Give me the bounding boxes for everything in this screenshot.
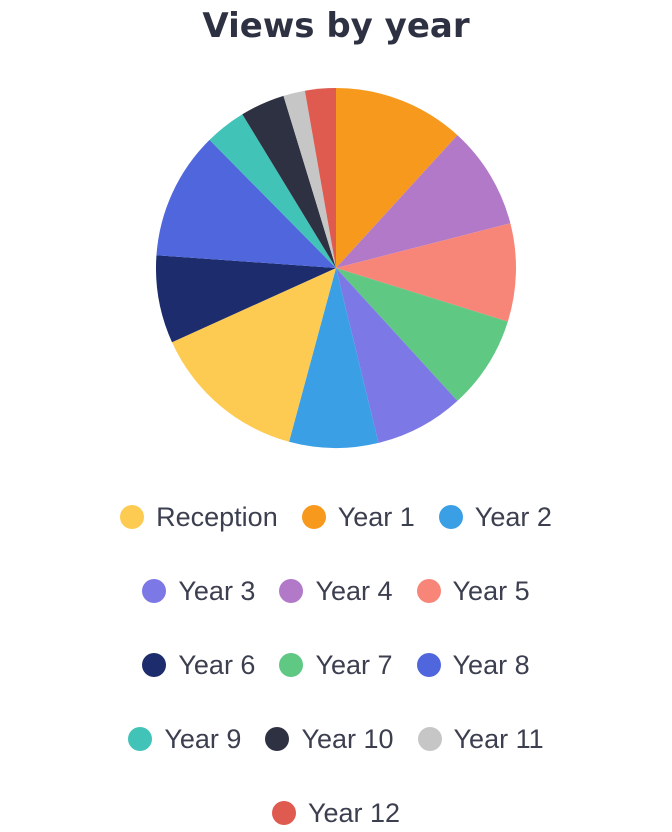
legend-label: Year 2 [474,501,552,532]
legend-swatch-icon [271,801,296,825]
legend-label: Year 6 [178,649,256,680]
pie-slice-year-4[interactable] [336,135,511,268]
legend-label: Year 9 [164,723,242,754]
legend-swatch-icon [279,653,304,677]
pie-svg [155,88,517,449]
legend-label: Year 4 [315,575,393,606]
legend-swatch-icon [120,505,145,529]
legend-label: Year 11 [453,723,544,754]
legend-item-year-8[interactable]: Year 8 [416,646,530,684]
legend-swatch-icon [416,653,441,677]
legend-item-year-6[interactable]: Year 6 [142,646,255,684]
legend-item-year-12[interactable]: Year 12 [271,794,401,832]
legend-swatch-icon [128,727,153,751]
legend-swatch-icon [417,727,442,751]
legend-item-year-5[interactable]: Year 5 [416,572,530,610]
legend-label: Year 7 [315,649,393,680]
pie-slice-year-1[interactable] [336,88,458,268]
pie-slice-year-7[interactable] [336,268,508,401]
pie-slice-year-8[interactable] [156,139,336,268]
legend-item-year-4[interactable]: Year 4 [279,572,393,610]
pie-slice-year-9[interactable] [209,114,336,268]
legend-item-year-3[interactable]: Year 3 [142,572,255,610]
pie-slice-year-6[interactable] [155,255,336,343]
legend-label: Year 1 [337,501,415,532]
legend-swatch-icon [301,505,326,529]
pie-slice-year-3[interactable] [336,268,458,443]
pie-chart [155,88,517,449]
pie-slice-reception[interactable] [172,268,336,442]
legend-label: Reception [156,501,278,532]
legend-item-year-9[interactable]: Year 9 [128,720,241,758]
pie-slice-year-2[interactable] [289,268,379,449]
legend-item-year-1[interactable]: Year 1 [301,498,415,536]
pie-slice-year-12[interactable] [304,88,336,268]
pie-slice-year-11[interactable] [283,90,336,269]
legend-item-reception[interactable]: Reception [120,498,278,536]
legend-item-year-11[interactable]: Year 11 [417,720,544,758]
legend-item-year-7[interactable]: Year 7 [279,646,393,684]
legend-label: Year 8 [452,649,530,680]
chart-legend: Reception Year 1 Year 2 Year 3 Year 4 Year 5 Y… [16,498,656,832]
legend-item-year-10[interactable]: Year 10 [265,720,394,758]
legend-label: Year 10 [301,723,394,754]
pie-slice-year-10[interactable] [242,95,336,268]
legend-label: Year 12 [307,797,401,828]
legend-swatch-icon [265,727,290,751]
legend-item-year-2[interactable]: Year 2 [438,498,552,536]
legend-swatch-icon [142,653,167,677]
legend-swatch-icon [438,505,463,529]
chart-title: Views by year [202,6,470,46]
legend-swatch-icon [416,579,441,603]
legend-label: Year 5 [452,575,530,606]
legend-label: Year 3 [178,575,256,606]
legend-swatch-icon [279,579,304,603]
legend-swatch-icon [142,579,167,603]
pie-slice-year-5[interactable] [336,223,517,322]
